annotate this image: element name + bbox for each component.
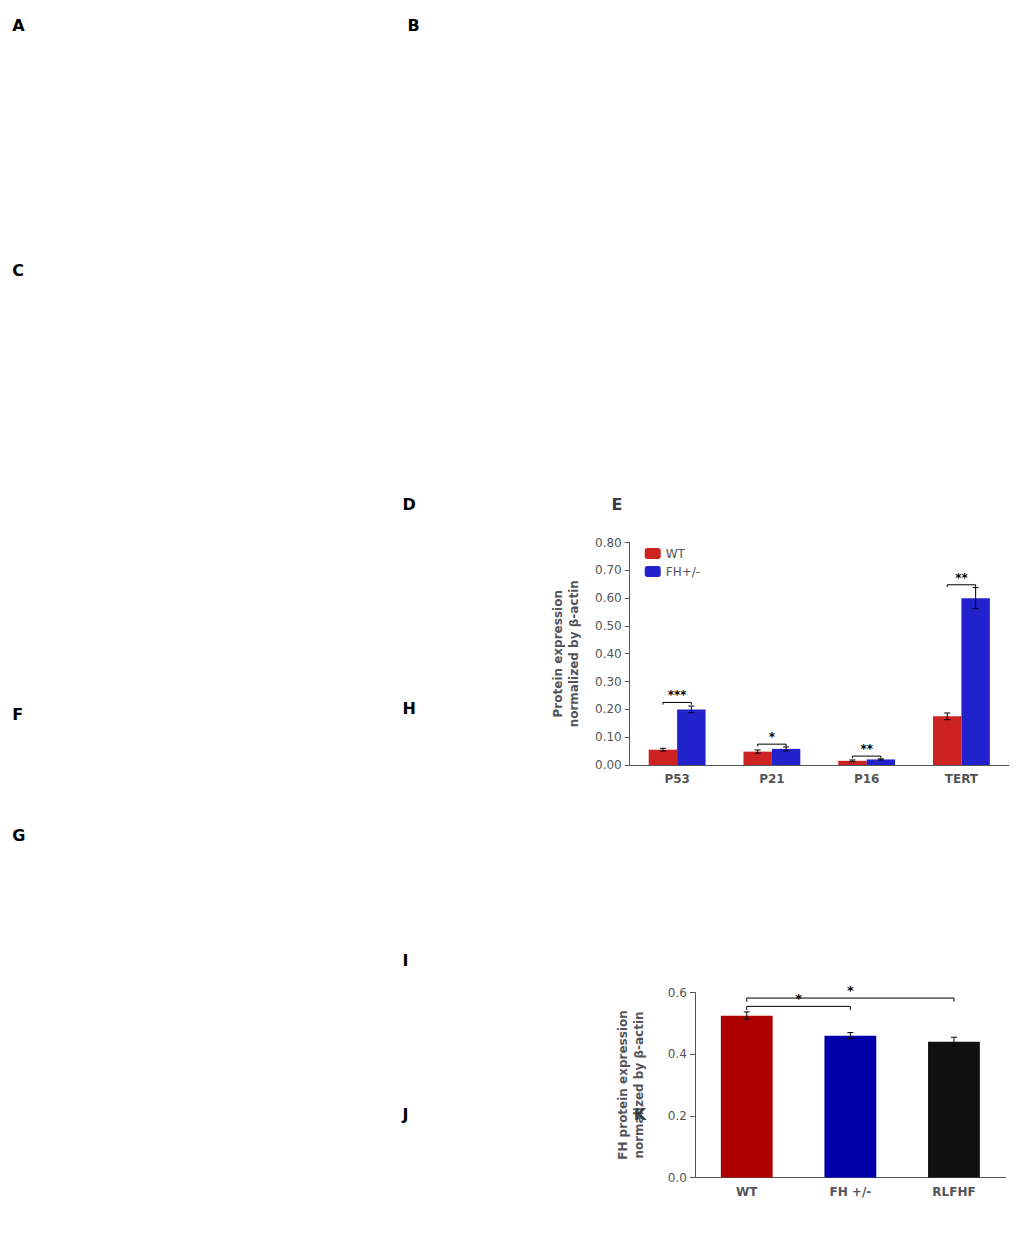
svg-text:0.00: 0.00 (595, 758, 622, 772)
svg-text:0.10: 0.10 (595, 730, 622, 744)
svg-text:FH+/-: FH+/- (666, 565, 700, 579)
svg-text:B: B (408, 16, 420, 35)
svg-text:0.80: 0.80 (595, 536, 622, 550)
svg-text:normalized by β-actin: normalized by β-actin (567, 580, 581, 727)
svg-text:J: J (402, 1105, 409, 1124)
svg-text:RLFHF: RLFHF (932, 1185, 975, 1199)
svg-text:Protein expression: Protein expression (551, 590, 565, 717)
svg-text:FH +/-: FH +/- (829, 1185, 871, 1199)
svg-text:G: G (12, 826, 25, 845)
svg-text:P53: P53 (664, 772, 690, 786)
svg-text:*: * (795, 991, 802, 1006)
svg-text:0.2: 0.2 (668, 1109, 687, 1123)
svg-text:FH protein expression: FH protein expression (616, 1010, 630, 1160)
svg-text:0.6: 0.6 (668, 986, 687, 1000)
svg-text:0.4: 0.4 (668, 1047, 687, 1061)
svg-text:**: ** (955, 571, 968, 585)
svg-text:F: F (12, 705, 23, 724)
svg-text:**: ** (860, 742, 873, 756)
svg-text:0.40: 0.40 (595, 647, 622, 661)
svg-text:I: I (403, 951, 409, 970)
svg-text:*: * (769, 730, 776, 744)
svg-text:0.70: 0.70 (595, 563, 622, 577)
svg-text:D: D (403, 495, 416, 514)
svg-text:K: K (634, 1105, 647, 1124)
svg-text:0.60: 0.60 (595, 591, 622, 605)
svg-text:WT: WT (736, 1185, 758, 1199)
svg-text:0.0: 0.0 (668, 1171, 687, 1185)
svg-text:*: * (847, 983, 854, 998)
svg-text:0.20: 0.20 (595, 702, 622, 716)
svg-text:WT: WT (666, 547, 686, 561)
svg-text:***: *** (668, 688, 688, 702)
svg-text:H: H (403, 699, 416, 718)
svg-text:A: A (12, 16, 25, 35)
svg-text:P21: P21 (759, 772, 785, 786)
svg-text:TERT: TERT (945, 772, 979, 786)
svg-text:normalized by β-actin: normalized by β-actin (632, 1011, 646, 1158)
svg-text:P16: P16 (854, 772, 880, 786)
svg-text:0.50: 0.50 (595, 619, 622, 633)
svg-text:C: C (12, 261, 24, 280)
svg-text:0.30: 0.30 (595, 675, 622, 689)
svg-text:E: E (611, 495, 622, 514)
